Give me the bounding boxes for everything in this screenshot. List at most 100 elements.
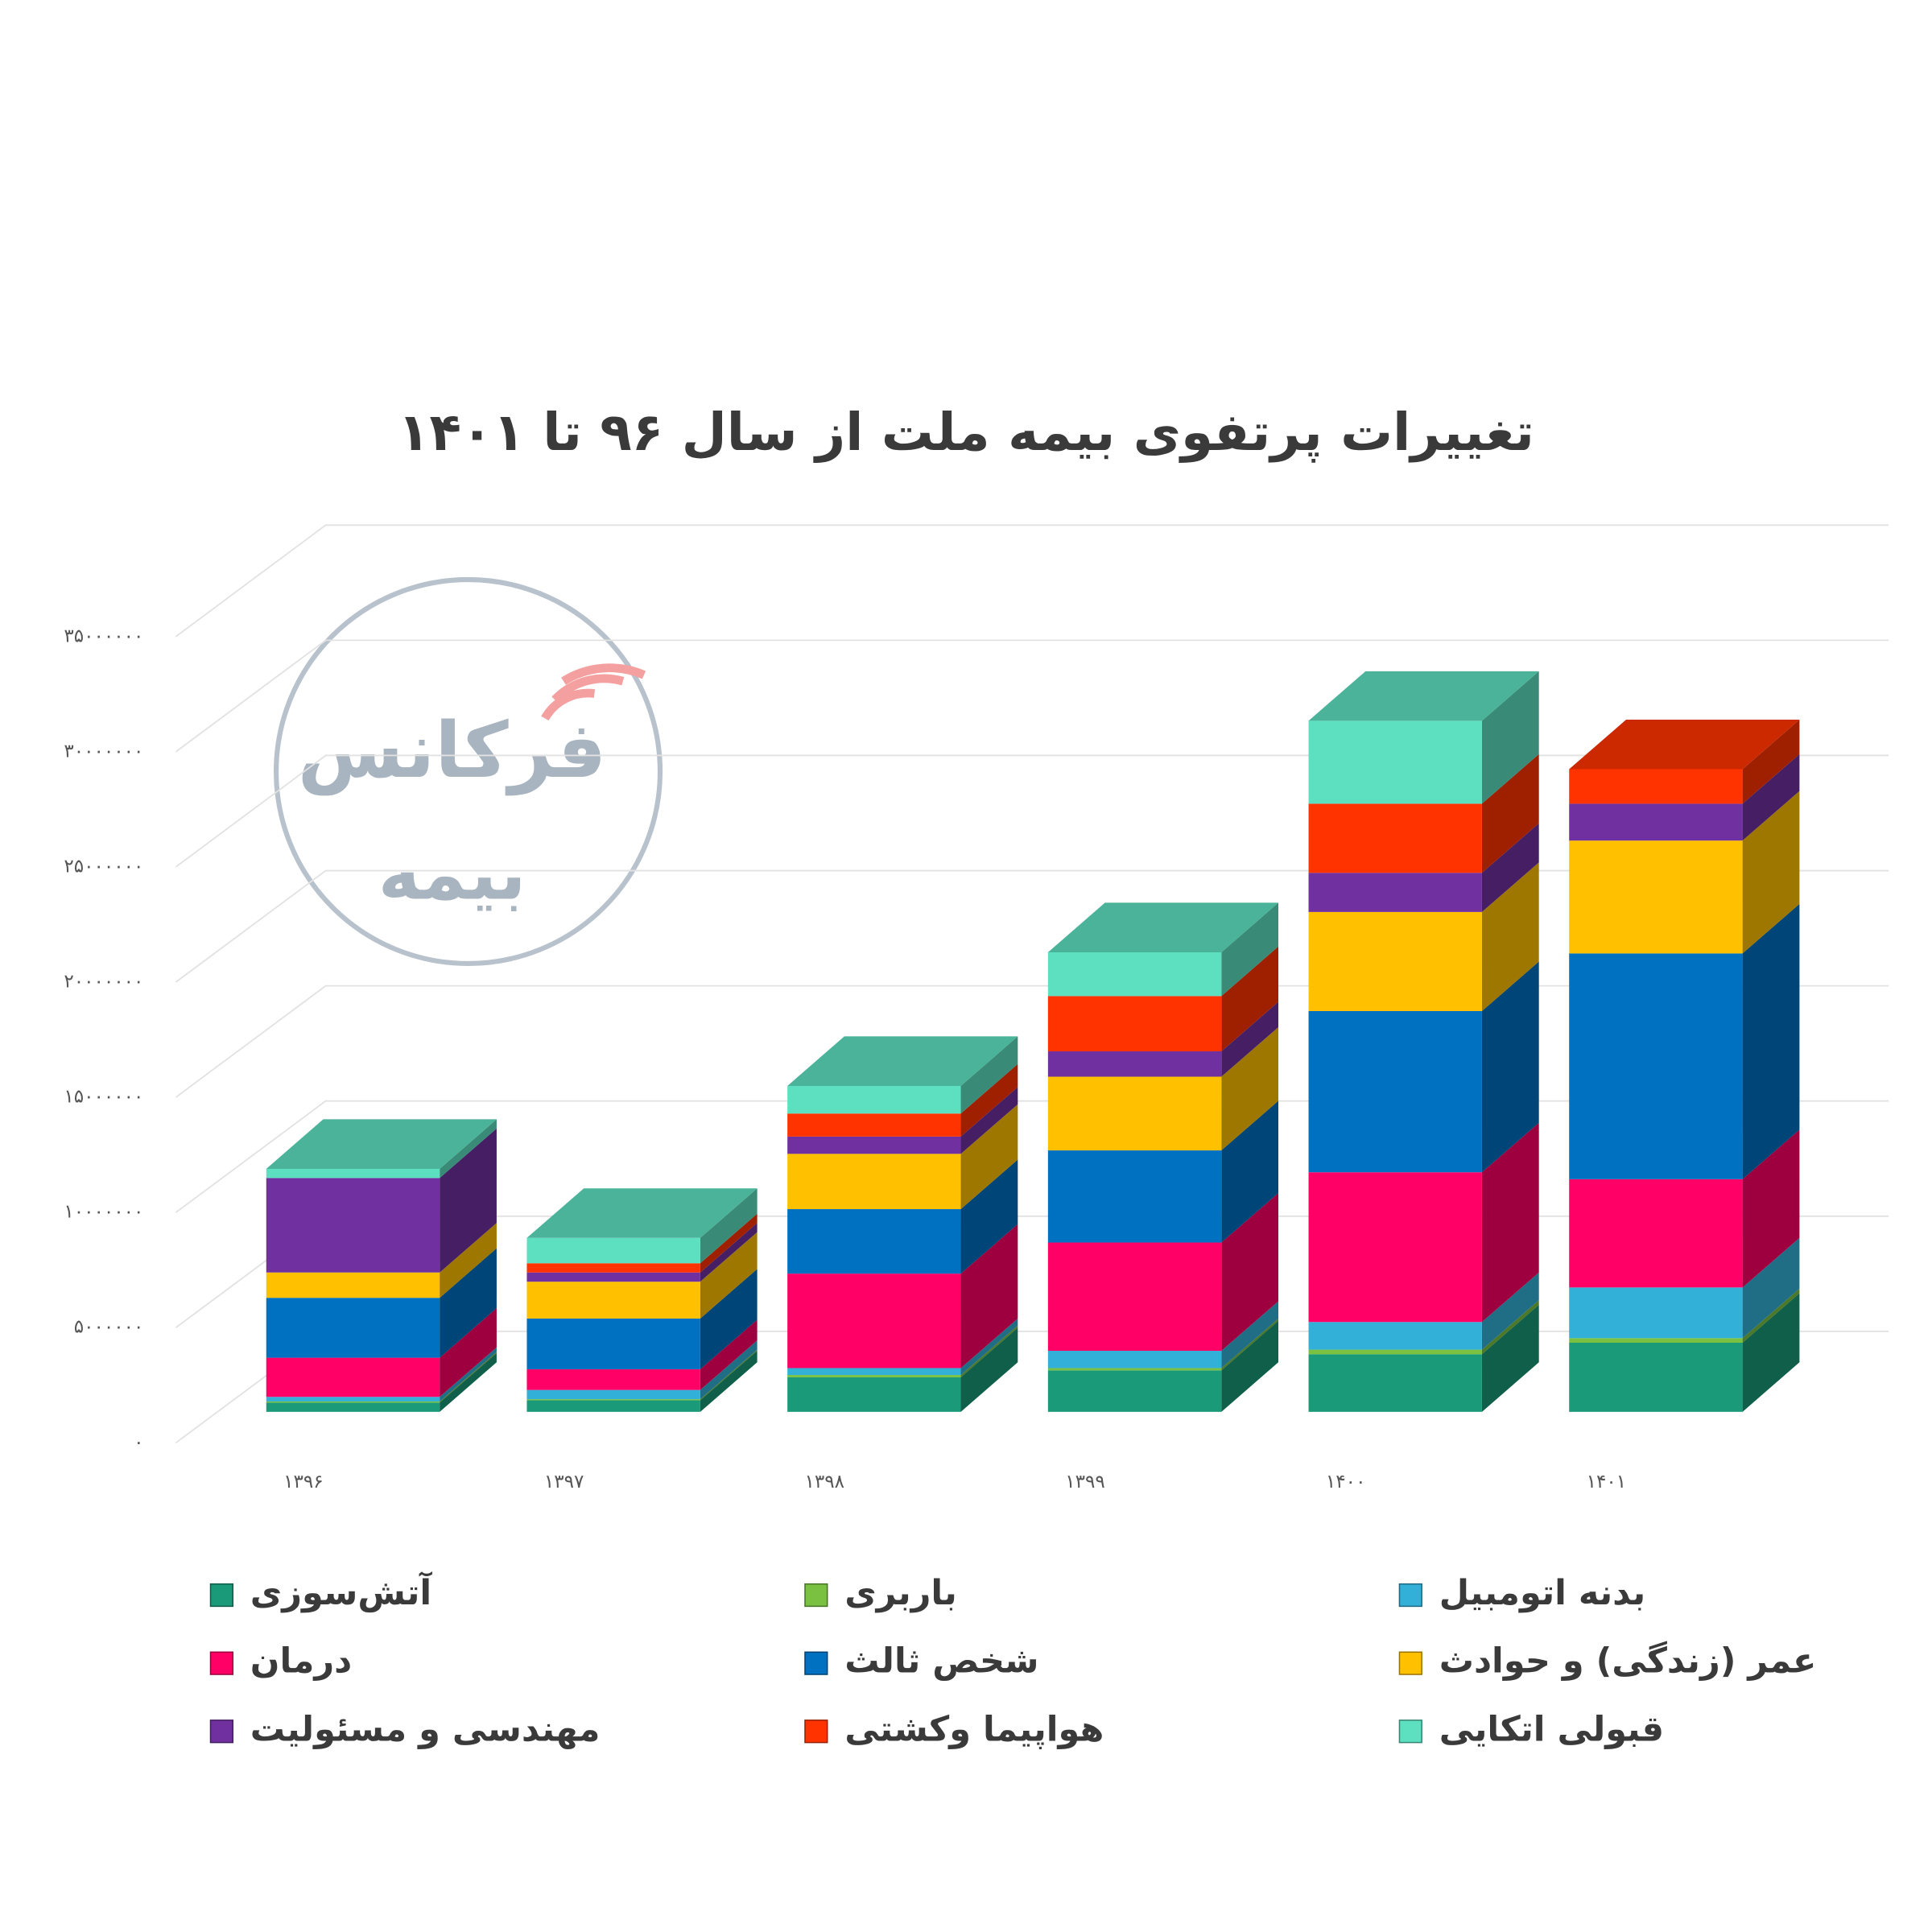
legend-swatch <box>804 1583 828 1608</box>
bar-side <box>700 1188 758 1264</box>
bar-side <box>1221 1320 1278 1412</box>
legend-label: قبولی اتکایی <box>1439 1709 1664 1749</box>
bar-side <box>1481 1272 1539 1350</box>
bar-segment <box>1047 1368 1222 1371</box>
bar-segment <box>526 1389 700 1400</box>
bar-segment <box>266 1357 440 1397</box>
y-tick-label: ۵۰۰۰۰۰۰ <box>74 1317 144 1338</box>
bar-side <box>1481 862 1539 1011</box>
bar-side <box>960 1087 1018 1154</box>
bar-segment <box>1308 1010 1482 1173</box>
bar-segment <box>787 1136 961 1154</box>
bar-segment <box>1569 1338 1743 1343</box>
bar-segment <box>1569 1287 1743 1339</box>
bar-segment <box>526 1263 700 1273</box>
bar-segment <box>787 1377 961 1412</box>
bar-segment <box>526 1399 700 1401</box>
bar-side <box>1742 903 1800 1179</box>
bar-segment <box>787 1368 961 1376</box>
bar-side <box>700 1350 758 1412</box>
bar-segment <box>266 1397 440 1402</box>
watermark-text: فرکانس <box>298 706 607 795</box>
bar-segment <box>266 1402 440 1412</box>
bar-segment <box>526 1272 700 1282</box>
bar-segment <box>787 1113 961 1137</box>
bar-side <box>960 1063 1018 1137</box>
y-tick-label: ۰ <box>134 1432 143 1453</box>
bar-side <box>960 1327 1018 1412</box>
bar-segment <box>1047 1242 1222 1352</box>
watermark-text: بیمه <box>378 833 526 917</box>
bar-side <box>700 1232 758 1319</box>
bar-side <box>700 1340 758 1400</box>
bar-side <box>440 1352 497 1412</box>
bar-side <box>1221 1301 1278 1368</box>
bar-segment <box>1308 873 1482 912</box>
bar-segment <box>1308 1172 1482 1323</box>
bar-side <box>960 1159 1018 1274</box>
x-tick-label: ۱۳۹۶ <box>283 1472 324 1492</box>
bar-side <box>440 1128 497 1273</box>
bar-segment <box>1308 1322 1482 1350</box>
bar-segment <box>526 1237 700 1264</box>
legend-label: درمان <box>250 1641 352 1682</box>
watermark-ring <box>274 576 663 966</box>
legend-swatch <box>1398 1583 1422 1608</box>
x-tick-label: ۱۴۰۱ <box>1587 1472 1627 1492</box>
bar-side <box>1481 961 1539 1173</box>
x-tick-label: ۱۳۹۸ <box>805 1472 845 1492</box>
bar-side <box>960 1325 1018 1377</box>
bar-side <box>1221 1001 1278 1077</box>
bar-segment <box>526 1282 700 1319</box>
bar-segment <box>1047 1150 1222 1243</box>
legend-swatch <box>804 1651 828 1675</box>
bar-top <box>1308 671 1539 721</box>
watermark-waves <box>541 663 646 721</box>
bar-segment <box>526 1400 700 1412</box>
grid-line <box>175 639 1889 753</box>
bar-side <box>700 1349 758 1401</box>
legend-label: هواپیما وکشتی <box>844 1709 1104 1749</box>
bar-top <box>787 1036 1018 1086</box>
bar-side <box>1221 1026 1278 1151</box>
bar-side <box>700 1269 758 1369</box>
legend-swatch <box>1398 1651 1422 1675</box>
bar-top <box>266 1119 497 1169</box>
bar-segment <box>1308 803 1482 873</box>
bar-segment <box>1569 953 1743 1179</box>
bar-top <box>526 1188 758 1238</box>
bar-segment <box>266 1178 440 1273</box>
bar-side <box>1742 753 1800 841</box>
bar-segment <box>1047 1076 1222 1151</box>
bar-top <box>1047 902 1278 952</box>
legend-swatch <box>209 1651 234 1675</box>
bar-side <box>1742 1237 1800 1339</box>
bar-segment <box>1047 996 1222 1052</box>
bar-side <box>1221 902 1278 997</box>
y-tick-label: ۳۰۰۰۰۰۰۰ <box>64 741 143 762</box>
watermark: فرکانس بیمه <box>274 576 663 966</box>
bar-segment <box>1569 769 1743 804</box>
bar-side <box>440 1119 497 1179</box>
bar-segment <box>266 1272 440 1298</box>
legend-label: آتش‌سوزی <box>250 1571 433 1613</box>
bar-segment <box>787 1154 961 1210</box>
bar-side <box>1221 1192 1278 1352</box>
bar-side <box>1481 671 1539 804</box>
bar-side <box>960 1318 1018 1376</box>
bar-segment <box>266 1298 440 1358</box>
bar-side <box>1742 1129 1800 1288</box>
bar-side <box>1481 753 1539 873</box>
legend-swatch <box>1398 1719 1422 1744</box>
y-tick-label: ۱۰۰۰۰۰۰۰ <box>64 1202 143 1223</box>
y-tick-label: ۲۰۰۰۰۰۰۰ <box>64 972 143 993</box>
bar-segment <box>1569 803 1743 841</box>
legend-swatch <box>209 1583 234 1608</box>
bar-side <box>700 1213 758 1273</box>
bar-side <box>700 1223 758 1282</box>
legend-label: بدنه اتومبیل <box>1439 1573 1646 1613</box>
bar-side <box>1481 1304 1539 1412</box>
bar-segment <box>1047 1351 1222 1368</box>
y-tick-label: ۱۵۰۰۰۰۰۰ <box>64 1087 143 1108</box>
bar-segment <box>1308 720 1482 804</box>
